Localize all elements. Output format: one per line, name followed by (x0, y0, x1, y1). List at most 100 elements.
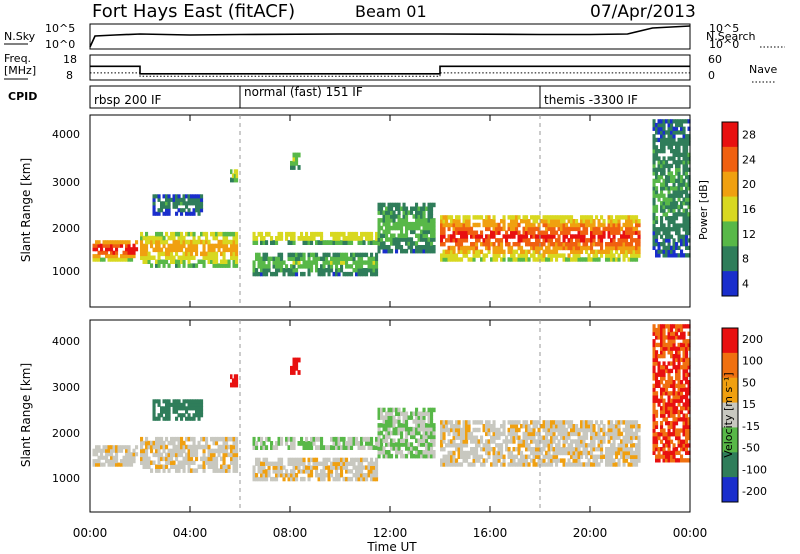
power-cell (385, 218, 389, 223)
velocity-cell (417, 415, 421, 420)
velocity-cell (405, 442, 409, 447)
power-cell (680, 175, 684, 180)
velocity-cell (530, 420, 534, 425)
velocity-cell (215, 448, 219, 454)
power-cell (602, 230, 606, 235)
power-cell (625, 219, 629, 224)
power-cell (415, 245, 419, 250)
velocity-cell (657, 402, 661, 407)
power-cell (350, 264, 354, 269)
velocity-cell (315, 469, 319, 474)
velocity-cell (685, 450, 689, 455)
velocity-cell (220, 464, 224, 469)
power-cell (532, 242, 536, 247)
velocity-cell (525, 443, 529, 448)
velocity-cell (540, 447, 544, 452)
power-cell (422, 202, 426, 208)
velocity-cell (632, 435, 636, 440)
velocity-cell (292, 473, 296, 478)
power-cell (577, 253, 581, 258)
power-cell (587, 219, 591, 224)
power-cell (162, 235, 166, 241)
power-cell (320, 231, 324, 237)
power-cell (567, 219, 571, 224)
velocity-cell (677, 346, 681, 351)
velocity-cell (532, 447, 536, 452)
velocity-cell (627, 427, 631, 433)
velocity-cell (490, 439, 494, 444)
velocity-cell (480, 435, 484, 440)
power-cell (612, 253, 616, 258)
power-cell (547, 257, 551, 262)
velocity-cell (470, 447, 474, 452)
power-cell (555, 249, 559, 254)
velocity-cell (155, 436, 159, 442)
power-cell (197, 204, 201, 209)
power-cell (547, 219, 551, 224)
power-cell (672, 193, 676, 198)
power-cell (447, 234, 451, 239)
power-cell (677, 163, 681, 169)
power-cell (655, 204, 659, 210)
power-cell (552, 230, 556, 235)
velocity-cell (587, 420, 591, 425)
velocity-cell (387, 442, 391, 447)
power-cell (295, 252, 299, 258)
velocity-cell (162, 444, 166, 450)
velocity-cell (550, 431, 554, 437)
velocity-cell (507, 450, 511, 456)
velocity-cell (417, 438, 421, 443)
power-cell (585, 219, 589, 224)
power-cell (492, 253, 496, 258)
power-cell (630, 249, 634, 254)
velocity-cell (580, 435, 584, 440)
velocity-cell (367, 461, 371, 466)
velocity-cell (657, 335, 661, 340)
velocity-cell (662, 346, 666, 351)
velocity-cell (342, 476, 346, 482)
power-cell (385, 237, 389, 242)
velocity-cell (652, 413, 656, 418)
velocity-cell (652, 365, 656, 370)
power-cell (477, 238, 481, 243)
velocity-cell (107, 452, 111, 457)
velocity-cell (192, 416, 196, 421)
velocity-cell (170, 452, 174, 458)
power-cell (547, 215, 551, 220)
power-cell (340, 240, 344, 245)
velocity-cell (632, 424, 636, 429)
power-cell (455, 219, 459, 224)
velocity-cell (495, 454, 499, 459)
power-cell (652, 141, 656, 146)
power-cell (557, 253, 561, 258)
velocity-cell (625, 443, 629, 448)
power-cell (167, 194, 171, 199)
power-cell (465, 253, 469, 258)
power-cell (207, 259, 211, 264)
velocity-cell (677, 394, 681, 400)
velocity-cell (95, 452, 99, 457)
velocity-cell (685, 424, 689, 429)
power-cell (172, 259, 176, 264)
power-cell (402, 206, 406, 211)
velocity-cell (425, 450, 429, 455)
velocity-cell (442, 439, 446, 444)
power-cell (680, 160, 684, 165)
power-cell (485, 238, 489, 243)
velocity-colorbar-swatch (722, 427, 738, 453)
power-cell (612, 219, 616, 224)
velocity-cell (410, 415, 414, 420)
velocity-cell (582, 447, 586, 452)
power-cell (682, 163, 686, 169)
velocity-cell (142, 448, 146, 454)
power-cell (675, 163, 679, 169)
velocity-cell (610, 462, 614, 467)
velocity-cell (610, 443, 614, 448)
power-cell (147, 255, 151, 260)
velocity-cell (535, 447, 539, 452)
power-cell (630, 219, 634, 224)
power-cell (585, 257, 589, 262)
power-cell (665, 130, 669, 135)
power-cell (380, 210, 384, 215)
velocity-cell (545, 431, 549, 437)
